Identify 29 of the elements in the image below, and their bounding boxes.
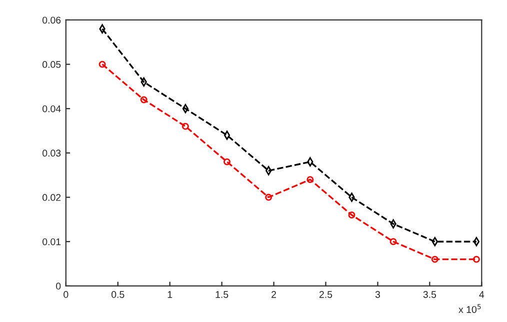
x-tick-label: 1.5 — [216, 291, 228, 298]
x-tick-label: 4 — [479, 291, 484, 298]
x-tick-label: 3 — [375, 291, 380, 298]
y-tick-label: 0.01 — [42, 238, 61, 246]
point — [224, 158, 230, 166]
x-tick-label: 2 — [272, 291, 276, 298]
point — [390, 238, 397, 246]
y-tick-label: 0.02 — [42, 194, 61, 201]
point — [473, 236, 480, 246]
point — [140, 96, 148, 104]
point — [348, 212, 356, 218]
x-tick-label: 2.5 — [319, 291, 332, 298]
text: x 10$^{5}$ — [458, 304, 481, 313]
y-tick-label: 0.04 — [42, 105, 61, 112]
x-tick-label: 0 — [64, 291, 68, 298]
x-tick-label: 3.5 — [423, 291, 436, 298]
point — [224, 130, 230, 140]
x-tick-label: 1 — [168, 291, 172, 298]
point — [182, 122, 189, 130]
y-tick-label: 0.05 — [42, 61, 61, 68]
point — [472, 256, 480, 263]
x-tick-label: 0.5 — [112, 291, 124, 298]
y-tick-label: 0 — [56, 282, 61, 290]
y-tick-label: 0.03 — [42, 150, 61, 157]
point — [306, 176, 314, 184]
point — [265, 194, 272, 201]
point — [431, 256, 438, 263]
y-tick-label: 0.06 — [42, 16, 61, 24]
point — [98, 60, 106, 68]
